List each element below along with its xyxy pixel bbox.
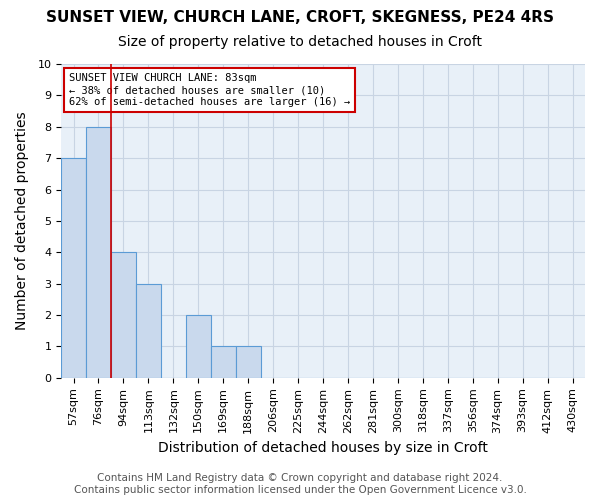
- Text: SUNSET VIEW CHURCH LANE: 83sqm
← 38% of detached houses are smaller (10)
62% of : SUNSET VIEW CHURCH LANE: 83sqm ← 38% of …: [69, 74, 350, 106]
- Y-axis label: Number of detached properties: Number of detached properties: [15, 112, 29, 330]
- Bar: [136, 284, 161, 378]
- Bar: [236, 346, 260, 378]
- Text: Contains HM Land Registry data © Crown copyright and database right 2024.
Contai: Contains HM Land Registry data © Crown c…: [74, 474, 526, 495]
- Bar: [186, 315, 211, 378]
- Bar: [61, 158, 86, 378]
- Bar: [86, 127, 111, 378]
- X-axis label: Distribution of detached houses by size in Croft: Distribution of detached houses by size …: [158, 441, 488, 455]
- Text: SUNSET VIEW, CHURCH LANE, CROFT, SKEGNESS, PE24 4RS: SUNSET VIEW, CHURCH LANE, CROFT, SKEGNES…: [46, 10, 554, 25]
- Text: Size of property relative to detached houses in Croft: Size of property relative to detached ho…: [118, 35, 482, 49]
- Bar: [211, 346, 236, 378]
- Bar: [111, 252, 136, 378]
